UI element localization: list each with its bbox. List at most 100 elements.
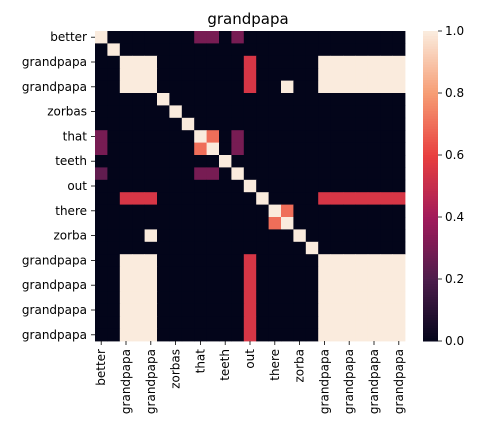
heatmap-cell — [293, 279, 307, 292]
heatmap-cell — [107, 241, 121, 255]
heatmap-cell — [256, 229, 269, 243]
heatmap-cell — [268, 167, 282, 181]
heatmap-cell — [392, 229, 406, 243]
heatmap-cell — [194, 328, 207, 342]
heatmap-cell — [281, 80, 294, 94]
heatmap-cell — [305, 316, 319, 329]
heatmap-cell — [206, 142, 220, 156]
colorbar-segment — [423, 87, 438, 91]
row-tick-label: grandpapa — [22, 278, 87, 292]
heatmap-cell — [343, 303, 356, 317]
heatmap-cell — [380, 217, 393, 230]
heatmap-cell — [169, 155, 183, 168]
heatmap-cell — [206, 279, 220, 292]
heatmap-cell — [181, 241, 195, 255]
colorbar-segment — [423, 118, 438, 122]
heatmap-cell — [169, 241, 183, 255]
heatmap-cell — [206, 217, 220, 230]
heatmap-cell — [107, 266, 121, 280]
colorbar-segment — [423, 286, 438, 290]
heatmap-cell — [243, 68, 257, 81]
heatmap-cell — [243, 316, 257, 329]
colorbar-segment — [423, 289, 438, 293]
heatmap-cell — [367, 55, 381, 69]
heatmap-cell — [194, 217, 207, 230]
colorbar-segment — [423, 322, 438, 326]
heatmap-cell — [343, 43, 356, 57]
colorbar-segment — [423, 98, 438, 102]
heatmap-cell — [392, 167, 406, 181]
heatmap-cell — [380, 229, 393, 243]
heatmap-cell — [219, 105, 232, 119]
col-tick-label: grandpapa — [367, 349, 381, 414]
heatmap-cell — [318, 279, 331, 292]
heatmap-cell — [256, 155, 269, 168]
heatmap-cell — [95, 179, 108, 193]
colorbar-segment — [423, 299, 438, 303]
heatmap-cell — [107, 291, 121, 305]
heatmap-cell — [281, 130, 294, 143]
heatmap-cell — [380, 204, 393, 218]
colorbar-segment — [423, 111, 438, 115]
heatmap-cell — [181, 68, 195, 81]
heatmap-cell — [231, 241, 245, 255]
heatmap-cell — [305, 291, 319, 305]
heatmap-cell — [219, 117, 232, 131]
heatmap-cell — [231, 328, 245, 342]
heatmap-cell — [256, 117, 269, 131]
heatmap-cell — [355, 291, 369, 305]
colorbar-segment — [423, 183, 438, 187]
heatmap-cell — [95, 254, 108, 267]
heatmap-cell — [243, 93, 257, 106]
heatmap-cell — [219, 68, 232, 81]
heatmap-cell — [355, 192, 369, 205]
heatmap-cell — [181, 142, 195, 156]
colorbar-segment — [423, 240, 438, 244]
colorbar-segment — [423, 338, 438, 342]
colorbar-segment — [423, 175, 438, 179]
colorbar-segment — [423, 196, 438, 200]
heatmap-cell — [157, 266, 170, 280]
colorbar-segment — [423, 142, 438, 146]
heatmap-cell — [107, 105, 121, 119]
colorbar-segment — [423, 268, 438, 272]
colorbar-tick-label: 0.2 — [445, 272, 464, 286]
heatmap-cell — [355, 142, 369, 156]
heatmap-cell — [392, 217, 406, 230]
heatmap-cell — [231, 105, 245, 119]
heatmap-cell — [95, 266, 108, 280]
colorbar-segment — [423, 121, 438, 125]
heatmap-cell — [95, 43, 108, 57]
col-tick-label: zorbas — [169, 349, 183, 389]
heatmap-cell — [231, 43, 245, 57]
colorbar-segment — [423, 100, 438, 104]
heatmap-cell — [206, 179, 220, 193]
colorbar-segment — [423, 131, 438, 135]
colorbar-segment — [423, 255, 438, 259]
heatmap-cell — [243, 217, 257, 230]
heatmap-cell — [355, 117, 369, 131]
col-tick-label: that — [193, 349, 207, 374]
row-tick-label: grandpapa — [22, 328, 87, 342]
heatmap-cell — [318, 93, 331, 106]
heatmap-cell — [181, 130, 195, 143]
heatmap-cell — [281, 93, 294, 106]
heatmap-cell — [293, 43, 307, 57]
colorbar-segment — [423, 235, 438, 239]
heatmap-cell — [392, 279, 406, 292]
colorbar-segment — [423, 165, 438, 169]
heatmap-cell — [243, 43, 257, 57]
heatmap-cell — [318, 80, 331, 94]
heatmap-cell — [293, 217, 307, 230]
heatmap-cell — [231, 31, 245, 44]
heatmap-cell — [231, 80, 245, 94]
heatmap-cell — [256, 303, 269, 317]
heatmap-cell — [268, 93, 282, 106]
colorbar-segment — [423, 43, 438, 47]
colorbar-segment — [423, 245, 438, 249]
heatmap-cell — [219, 229, 232, 243]
row-tick-label: grandpapa — [22, 253, 87, 267]
heatmap-cell — [318, 291, 331, 305]
heatmap-cell — [107, 130, 121, 143]
heatmap-cell — [194, 43, 207, 57]
